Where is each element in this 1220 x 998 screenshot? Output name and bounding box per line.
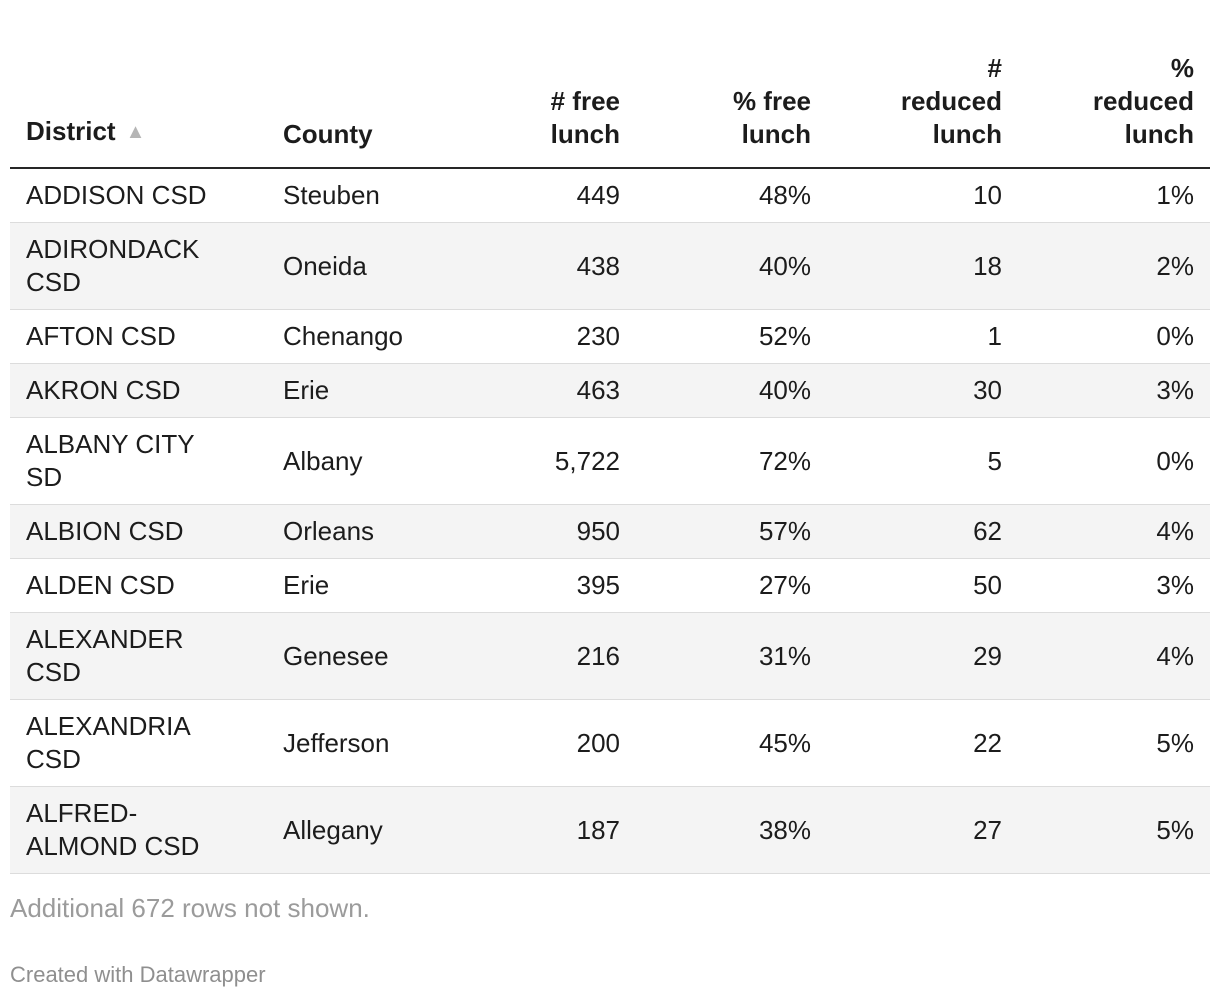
- cell-district: ADIRONDACK CSD: [26, 234, 200, 297]
- cell-reduced-lunch-count: 62: [973, 516, 1002, 546]
- cell-free-lunch-count: 187: [576, 814, 620, 845]
- cell-county: Erie: [283, 570, 330, 600]
- cell-reduced-lunch-count: 27: [973, 814, 1002, 845]
- cell-county: Albany: [283, 445, 363, 476]
- column-header-county[interactable]: County: [267, 34, 445, 169]
- table-row: ADIRONDACK CSD Oneida 438 40% 18 2%: [10, 222, 1210, 310]
- table-row: ALBION CSD Orleans 950 57% 62 4%: [10, 504, 1210, 559]
- cell-free-lunch-pct: 57%: [758, 516, 811, 546]
- cell-free-lunch-count: 950: [576, 516, 620, 546]
- column-header-district-label: District: [26, 116, 116, 146]
- cell-reduced-lunch-count: 1: [987, 321, 1002, 351]
- cell-free-lunch-pct: 31%: [758, 640, 811, 671]
- column-header-reduced-lunch-count[interactable]: # reduced lunch: [827, 34, 1018, 169]
- cell-district: ALBION CSD: [26, 516, 184, 546]
- cell-free-lunch-count: 438: [576, 250, 620, 281]
- cell-reduced-lunch-pct: 5%: [1156, 727, 1194, 758]
- table-row: ALFRED- ALMOND CSD Allegany 187 38% 27 5…: [10, 786, 1210, 874]
- cell-free-lunch-pct: 52%: [758, 321, 811, 351]
- cell-free-lunch-count: 200: [576, 727, 620, 758]
- cell-county: Erie: [283, 375, 330, 405]
- column-header-free-lunch-count[interactable]: # free lunch: [445, 34, 636, 169]
- cell-county: Jefferson: [283, 727, 390, 758]
- cell-reduced-lunch-count: 29: [973, 640, 1002, 671]
- cell-county: Genesee: [283, 640, 389, 671]
- datawrapper-attribution[interactable]: Created with Datawrapper: [10, 962, 266, 987]
- cell-reduced-lunch-pct: 4%: [1156, 516, 1194, 546]
- cell-reduced-lunch-count: 30: [973, 375, 1002, 405]
- cell-free-lunch-pct: 72%: [758, 445, 811, 476]
- cell-reduced-lunch-pct: 0%: [1156, 445, 1194, 476]
- cell-reduced-lunch-pct: 2%: [1156, 250, 1194, 281]
- cell-district: AKRON CSD: [26, 375, 181, 405]
- column-header-county-label: County: [283, 119, 373, 149]
- column-header-free-lunch-pct[interactable]: % free lunch: [636, 34, 827, 169]
- cell-district: ALBANY CITY SD: [26, 429, 195, 492]
- column-header-reduced-lunch-pct[interactable]: % reduced lunch: [1018, 34, 1210, 169]
- cell-district: ALEXANDRIA CSD: [26, 711, 191, 774]
- cell-free-lunch-pct: 40%: [758, 375, 811, 405]
- column-header-free-lunch-count-label: # free lunch: [550, 86, 620, 149]
- table-row: ALBANY CITY SD Albany 5,722 72% 5 0%: [10, 417, 1210, 505]
- sort-ascending-icon: ▲: [125, 121, 146, 143]
- column-header-district[interactable]: District ▲: [10, 34, 267, 169]
- cell-free-lunch-count: 216: [576, 640, 620, 671]
- column-header-free-lunch-pct-label: % free lunch: [732, 86, 811, 149]
- cell-county: Orleans: [283, 516, 375, 546]
- cell-free-lunch-pct: 45%: [758, 727, 811, 758]
- column-header-reduced-lunch-pct-label: % reduced lunch: [1092, 53, 1194, 149]
- table-row: ALEXANDER CSD Genesee 216 31% 29 4%: [10, 612, 1210, 700]
- cell-reduced-lunch-count: 22: [973, 727, 1002, 758]
- table-row: ADDISON CSD Steuben 449 48% 10 1%: [10, 168, 1210, 223]
- cell-county: Allegany: [283, 814, 383, 845]
- cell-reduced-lunch-pct: 3%: [1156, 375, 1194, 405]
- cell-district: ALEXANDER CSD: [26, 624, 184, 687]
- cell-free-lunch-pct: 40%: [758, 250, 811, 281]
- rows-not-shown-note: Additional 672 rows not shown.: [10, 893, 370, 923]
- cell-free-lunch-pct: 27%: [758, 570, 811, 600]
- cell-county: Oneida: [283, 250, 367, 281]
- cell-county: Chenango: [283, 321, 403, 351]
- column-header-reduced-lunch-count-label: # reduced lunch: [900, 53, 1002, 149]
- header-row: District ▲ County # free lunch % free lun…: [10, 34, 1210, 169]
- cell-reduced-lunch-count: 10: [973, 180, 1002, 210]
- school-lunch-table: District ▲ County # free lunch % free lun…: [10, 34, 1210, 874]
- cell-district: ADDISON CSD: [26, 180, 207, 210]
- cell-district: ALFRED- ALMOND CSD: [26, 798, 200, 861]
- cell-free-lunch-pct: 38%: [758, 814, 811, 845]
- cell-free-lunch-count: 5,722: [554, 445, 620, 476]
- cell-free-lunch-pct: 48%: [758, 180, 811, 210]
- cell-district: ALDEN CSD: [26, 570, 175, 600]
- cell-county: Steuben: [283, 180, 380, 210]
- cell-free-lunch-count: 463: [576, 375, 620, 405]
- cell-reduced-lunch-pct: 4%: [1156, 640, 1194, 671]
- cell-district: AFTON CSD: [26, 321, 176, 351]
- cell-free-lunch-count: 395: [576, 570, 620, 600]
- table-row: AFTON CSD Chenango 230 52% 1 0%: [10, 309, 1210, 364]
- cell-reduced-lunch-pct: 3%: [1156, 570, 1194, 600]
- cell-free-lunch-count: 230: [576, 321, 620, 351]
- cell-reduced-lunch-count: 50: [973, 570, 1002, 600]
- cell-reduced-lunch-count: 18: [973, 250, 1002, 281]
- table-row: ALEXANDRIA CSD Jefferson 200 45% 22 5%: [10, 699, 1210, 787]
- cell-reduced-lunch-pct: 1%: [1156, 180, 1194, 210]
- table-row: ALDEN CSD Erie 395 27% 50 3%: [10, 558, 1210, 613]
- cell-reduced-lunch-pct: 5%: [1156, 814, 1194, 845]
- cell-reduced-lunch-pct: 0%: [1156, 321, 1194, 351]
- table-row: AKRON CSD Erie 463 40% 30 3%: [10, 363, 1210, 418]
- cell-free-lunch-count: 449: [576, 180, 620, 210]
- table-body: ADDISON CSD Steuben 449 48% 10 1% ADIRON…: [10, 168, 1210, 874]
- cell-reduced-lunch-count: 5: [987, 445, 1002, 476]
